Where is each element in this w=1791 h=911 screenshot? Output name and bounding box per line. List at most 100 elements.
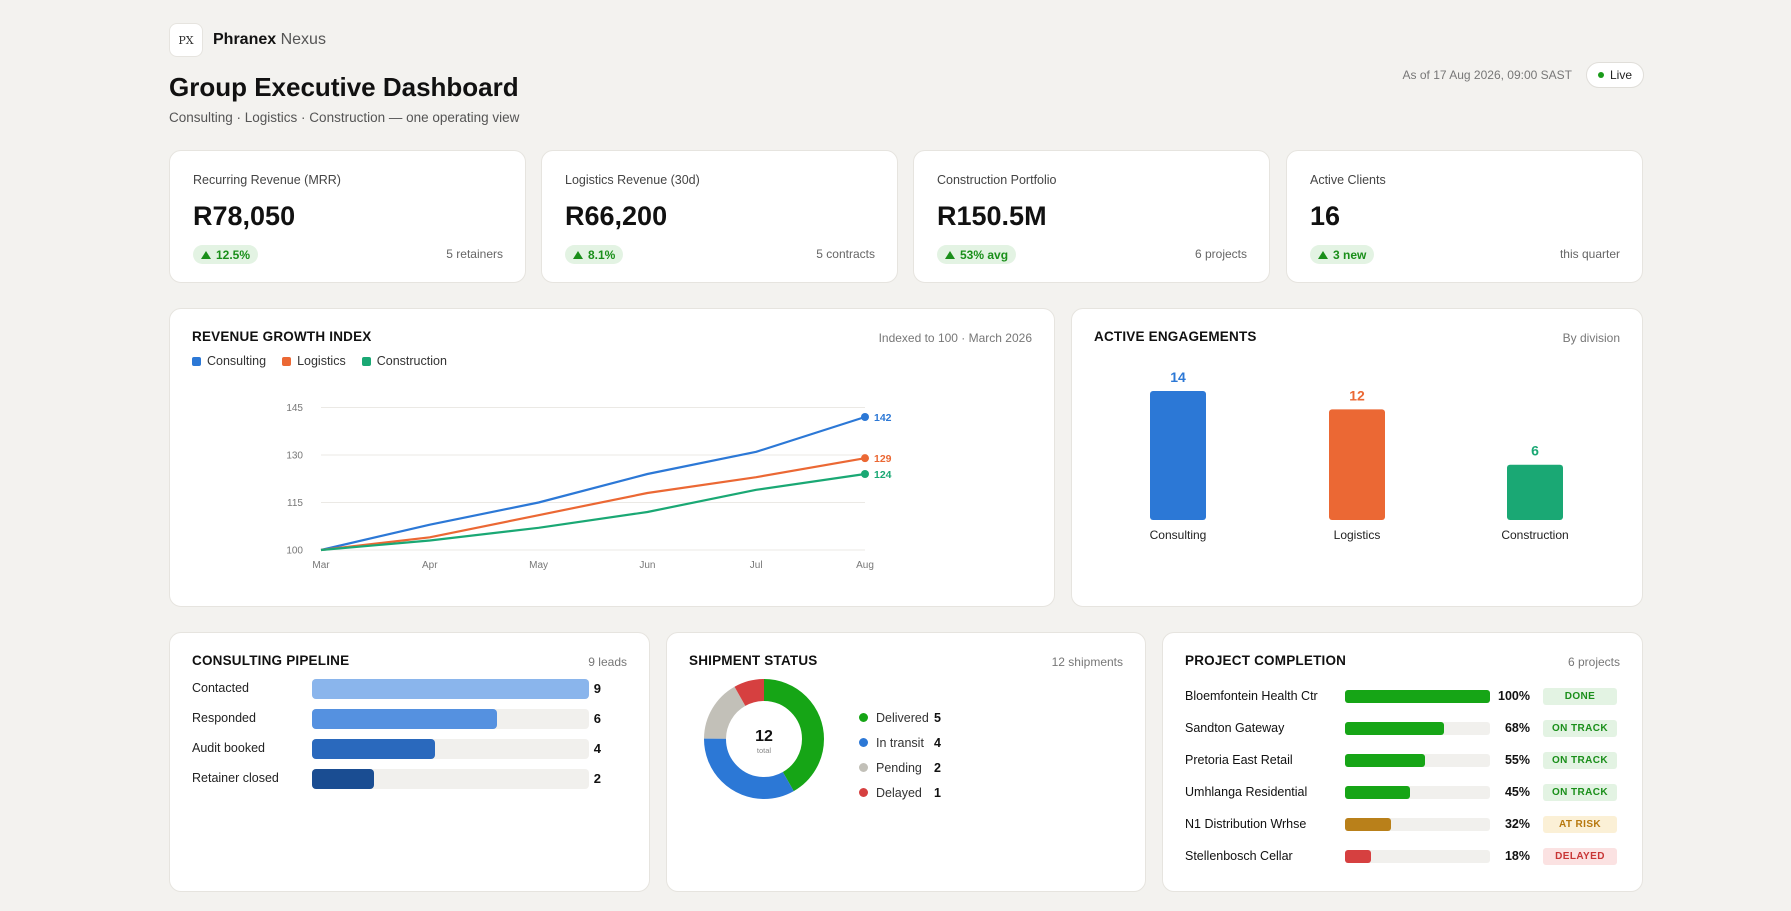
- project-progress-track: [1345, 818, 1490, 831]
- brand-name: Phranex Nexus: [213, 31, 326, 49]
- project-status-badge: ON TRACK: [1543, 784, 1617, 801]
- kpi-change-badge: 3 new: [1310, 245, 1375, 264]
- y-tick-label: 115: [287, 498, 303, 509]
- project-progress-track: [1345, 690, 1490, 703]
- project-percent: 32%: [1504, 817, 1530, 831]
- series-end-point: [861, 470, 869, 478]
- kpi-note: 5 retainers: [446, 247, 503, 261]
- project-percent: 18%: [1504, 849, 1530, 863]
- project-percent: 45%: [1504, 785, 1530, 799]
- project-name: Umhlanga Residential: [1185, 785, 1308, 799]
- card-meta: Indexed to 100 · March 2026: [878, 331, 1032, 345]
- pipeline-count: 6: [593, 711, 601, 726]
- project-progress-track: [1345, 786, 1490, 799]
- card-title: ACTIVE ENGAGEMENTS: [1094, 329, 1257, 344]
- consulting-pipeline-card: CONSULTING PIPELINE 9 leads Contacted 9 Re…: [169, 632, 650, 892]
- kpi-card-construction-portfolio: Construction Portfolio R150.5M 53% avg 6…: [913, 150, 1270, 283]
- kpi-value: R66,200: [565, 201, 668, 231]
- live-badge[interactable]: Live: [1586, 62, 1645, 88]
- up-triangle-icon: [1318, 250, 1328, 259]
- kpi-note: this quarter: [1559, 247, 1620, 261]
- legend-item-construction[interactable]: Construction: [361, 354, 447, 368]
- brand: PX Phranex Nexus: [169, 23, 326, 57]
- project-row: N1 Distribution Wrhse 32% AT RISK: [1185, 814, 1621, 834]
- bar-category-label: Consulting: [1150, 528, 1207, 542]
- up-triangle-icon: [201, 250, 211, 259]
- brand-name-light: Nexus: [280, 31, 326, 48]
- legend-label: Construction: [376, 354, 447, 368]
- bar-value-label: 14: [1170, 369, 1186, 385]
- project-name: Bloemfontein Health Ctr: [1185, 689, 1318, 703]
- project-status-badge: DELAYED: [1543, 848, 1617, 865]
- revenue-growth-line-chart: 100 115 130 145 Mar Apr May Jun Jul Aug 142 129 124: [286, 403, 892, 571]
- kpi-label: Logistics Revenue (30d): [565, 173, 700, 187]
- live-label: Live: [1610, 68, 1633, 82]
- brand-name-bold: Phranex: [213, 31, 277, 48]
- project-status-badge: ON TRACK: [1543, 752, 1617, 769]
- series-end-label: 142: [874, 412, 892, 424]
- donut-slice-in-transit: [704, 679, 824, 799]
- card-title: PROJECT COMPLETION: [1185, 653, 1347, 668]
- series-end-point: [861, 454, 869, 463]
- legend-item-consulting[interactable]: Consulting: [192, 354, 266, 368]
- pipeline-track: [312, 709, 589, 729]
- status-dot-icon: [859, 713, 868, 722]
- bar-value-label: 12: [1349, 387, 1365, 403]
- kpi-change: 3 new: [1333, 247, 1367, 262]
- legend-swatch: [282, 356, 292, 366]
- kpi-value: 16: [1310, 201, 1341, 231]
- project-completion-card: PROJECT COMPLETION 6 projects Bloemfonte…: [1162, 632, 1643, 892]
- kpi-label: Active Clients: [1310, 173, 1386, 187]
- bar-category-label: Construction: [1501, 528, 1568, 542]
- live-dot-icon: [1598, 72, 1604, 78]
- project-progress-track: [1345, 722, 1490, 735]
- project-status-badge: AT RISK: [1543, 816, 1617, 833]
- series-end-label: 124: [874, 469, 892, 481]
- legend-swatch: [192, 356, 201, 366]
- bar-value-label: 6: [1531, 443, 1539, 459]
- project-name: Stellenbosch Cellar: [1185, 849, 1293, 863]
- project-progress-bar: [1345, 722, 1444, 735]
- kpi-value: R78,050: [193, 201, 296, 231]
- kpi-change-badge: 12.5%: [193, 245, 259, 264]
- kpi-note: 6 projects: [1194, 247, 1247, 261]
- kpi-change-badge: 8.1%: [565, 245, 624, 264]
- status-dot-icon: [859, 763, 868, 772]
- project-percent: 55%: [1504, 753, 1530, 767]
- kpi-value: R150.5M: [937, 201, 1047, 231]
- project-progress-bar: [1345, 786, 1411, 799]
- shipment-legend-item: In transit 4: [859, 730, 941, 755]
- shipment-status-count: 1: [934, 785, 941, 800]
- chart-legend: Consulting Logistics Construction: [192, 354, 447, 368]
- pipeline-count: 4: [593, 741, 601, 756]
- project-progress-bar: [1345, 818, 1392, 831]
- pipeline-track: [312, 679, 589, 699]
- project-status-badge: ON TRACK: [1543, 720, 1617, 737]
- project-row: Pretoria East Retail 55% ON TRACK: [1185, 750, 1621, 770]
- kpi-note: 5 contracts: [816, 247, 875, 261]
- y-tick-label: 145: [286, 403, 303, 414]
- project-progress-track: [1345, 754, 1490, 767]
- revenue-growth-card: REVENUE GROWTH INDEX Indexed to 100 · Ma…: [169, 308, 1055, 607]
- kpi-change-badge: 53% avg: [937, 245, 1017, 264]
- shipment-status-count: 4: [934, 735, 941, 750]
- pipeline-bar: [312, 709, 497, 729]
- legend-item-logistics[interactable]: Logistics: [282, 354, 346, 368]
- card-meta: 12 shipments: [1051, 655, 1123, 669]
- pipeline-track: [312, 739, 589, 759]
- shipment-legend: Delivered 5 In transit 4 Pending 2 Delayed 1: [859, 705, 941, 805]
- donut-center-label: total: [757, 746, 772, 755]
- x-tick-label: May: [529, 560, 548, 571]
- shipment-status-card: SHIPMENT STATUS 12 shipments 12 total Del…: [666, 632, 1146, 892]
- pipeline-count: 9: [593, 681, 601, 696]
- pipeline-bar: [312, 739, 436, 759]
- pipeline-stage-label: Retainer closed: [192, 771, 279, 785]
- project-name: Sandton Gateway: [1185, 721, 1285, 735]
- bar-consulting: [1150, 391, 1206, 520]
- project-name: N1 Distribution Wrhse: [1185, 817, 1307, 831]
- shipment-status-count: 2: [934, 760, 941, 775]
- legend-swatch: [361, 356, 371, 366]
- series-end-label: 129: [874, 453, 892, 465]
- y-tick-label: 130: [286, 451, 303, 462]
